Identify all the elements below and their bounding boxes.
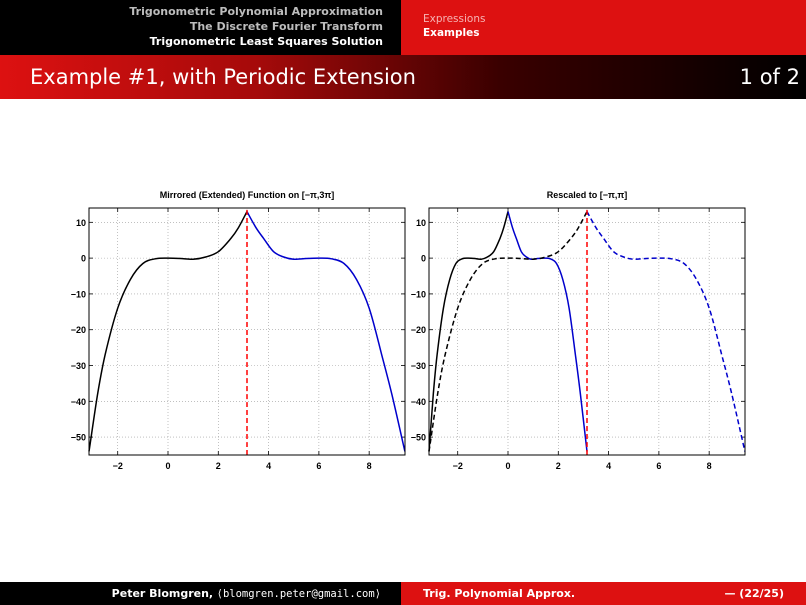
- plot-right-ytick-label: −30: [411, 361, 426, 371]
- plot-right-title: Rescaled to [−π,π]: [547, 190, 628, 200]
- frame-page-indicator: 1 of 2: [739, 65, 800, 89]
- plot-left-ytick-label: −20: [71, 325, 86, 335]
- nav-section-trig-poly-approx[interactable]: Trigonometric Polynomial Approximation: [129, 5, 383, 18]
- plot-left-ytick-label: −30: [71, 361, 86, 371]
- plot-left-xtick-label: −2: [113, 461, 123, 471]
- plot-right-xticks: −2 0 2 4 6 8: [453, 461, 712, 471]
- plot-left-xtick-label: 2: [216, 461, 221, 471]
- plot-left-grid: [89, 208, 405, 455]
- plot-right-series-line-0: [428, 211, 509, 452]
- author-email: ⟨blomgren.peter@gmail.com⟩: [216, 588, 381, 600]
- nav-section-least-squares[interactable]: Trigonometric Least Squares Solution: [149, 35, 383, 48]
- frame-title-bar: Example #1, with Periodic Extension 1 of…: [0, 55, 806, 99]
- plot-right-ytick-label: −20: [411, 325, 426, 335]
- nav-section-dft[interactable]: The Discrete Fourier Transform: [189, 20, 383, 33]
- plot-right-ytick-label: −10: [411, 289, 426, 299]
- plot-right-xtick-label: 6: [656, 461, 661, 471]
- footer-author: Peter Blomgren, ⟨blomgren.peter@gmail.co…: [112, 587, 381, 600]
- plot-right-ytick-label: 0: [421, 254, 426, 264]
- plot-right-ytick-label: −50: [411, 433, 426, 443]
- plot-left-xtick-label: 4: [266, 461, 271, 471]
- author-name: Peter Blomgren,: [111, 587, 214, 600]
- plot-left-title: Mirrored (Extended) Function on [−π,3π]: [160, 190, 335, 200]
- plot-left-ytick-label: 10: [76, 218, 86, 228]
- plot-right-xtick-label: 4: [606, 461, 611, 471]
- plot-left-yticks: 10 0 −10 −20 −30 −40 −50: [71, 218, 86, 443]
- plot-right-xtick-label: 2: [556, 461, 561, 471]
- plots-figure: Mirrored (Extended) Function on [−π,3π] …: [71, 190, 746, 471]
- plot-right-series-line-2: [428, 211, 588, 452]
- plot-left-frame: [88, 207, 406, 456]
- header-subsection-nav: Expressions Examples: [401, 0, 806, 55]
- frame-title: Example #1, with Periodic Extension: [30, 65, 416, 89]
- plot-right-grid: [429, 208, 745, 455]
- nav-subsection-expressions[interactable]: Expressions: [423, 13, 486, 25]
- footer-short-title: Trig. Polynomial Approx.: [423, 587, 576, 600]
- plot-right-series-line-1: [507, 211, 588, 452]
- plot-left-ytick-label: −10: [71, 289, 86, 299]
- plot-left-xtick-label: 8: [367, 461, 372, 471]
- plot-right-xtick-label: 8: [707, 461, 712, 471]
- plot-left-ytick-label: −40: [71, 397, 86, 407]
- footer-author-bar: Peter Blomgren, ⟨blomgren.peter@gmail.co…: [0, 582, 401, 605]
- plot-left-xtick-label: 0: [165, 461, 170, 471]
- plot-right-yticks: 10 0 −10 −20 −30 −40 −50: [411, 218, 426, 443]
- nav-subsection-examples[interactable]: Examples: [423, 27, 480, 39]
- footer-title-bar: Trig. Polynomial Approx. — (22/25): [401, 582, 806, 605]
- plot-left-xtick-label: 6: [316, 461, 321, 471]
- plot-right-frame: [428, 207, 746, 456]
- plot-right-series-line-3: [586, 211, 746, 452]
- plot-right-ytick-label: 10: [416, 218, 426, 228]
- plot-right-xtick-label: 0: [505, 461, 510, 471]
- plot-right-xtick-label: −2: [453, 461, 463, 471]
- plot-left-ytick-label: −50: [71, 433, 86, 443]
- plot-right: Rescaled to [−π,π] −2 0 2 4 6 8 10 0 −10…: [411, 190, 746, 471]
- footer-slide-number: — (22/25): [724, 587, 784, 600]
- plot-right-ytick-label: −40: [411, 397, 426, 407]
- plot-left-series: [88, 208, 406, 455]
- plot-left-series-line-0: [88, 211, 248, 452]
- plot-right-series: [428, 208, 746, 455]
- plot-left-series-line-1: [246, 211, 406, 452]
- plot-left: Mirrored (Extended) Function on [−π,3π] …: [71, 190, 406, 471]
- plot-left-xticks: −2 0 2 4 6 8: [113, 461, 372, 471]
- plot-left-ytick-label: 0: [81, 254, 86, 264]
- header-section-nav: Trigonometric Polynomial Approximation T…: [0, 0, 401, 55]
